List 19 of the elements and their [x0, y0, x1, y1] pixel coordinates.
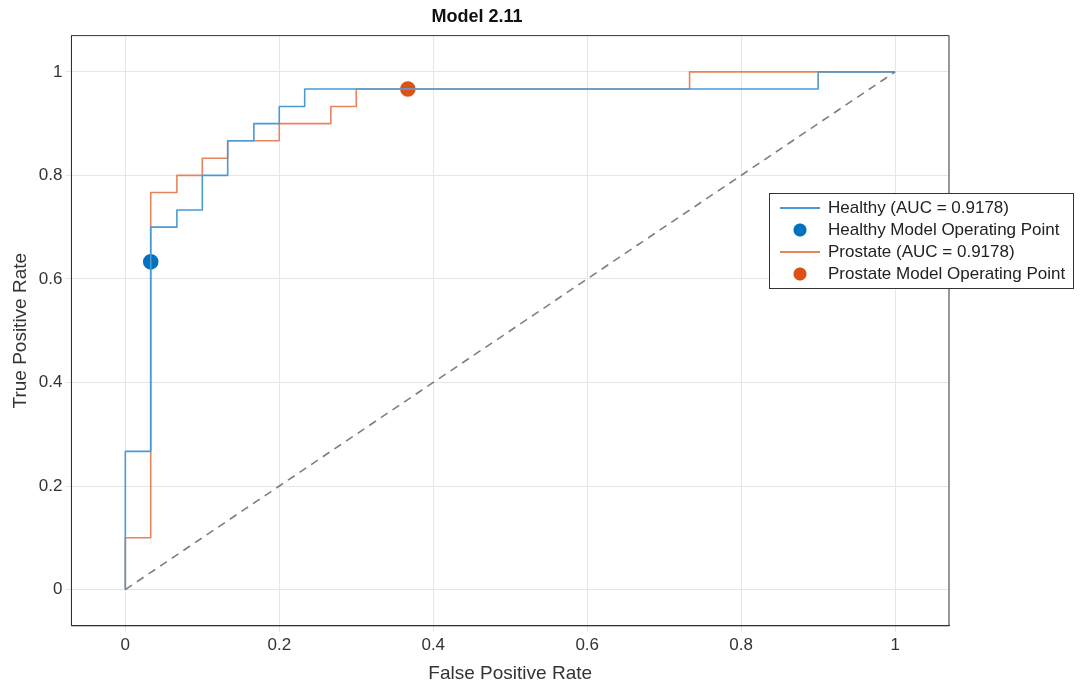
legend-label: Healthy Model Operating Point — [828, 219, 1060, 240]
y-tick-label: 0.2 — [38, 475, 63, 495]
legend-label: Prostate Model Operating Point — [828, 263, 1066, 284]
x-tick-label: 0.4 — [421, 634, 446, 654]
chart-title: Model 2.11 — [431, 5, 523, 26]
y-tick-label: 0.4 — [38, 372, 63, 392]
legend-label: Healthy (AUC = 0.9178) — [828, 197, 1009, 218]
x-tick-label: 0.8 — [729, 634, 753, 654]
y-tick-label: 0.6 — [38, 268, 63, 288]
x-axis-title: False Positive Rate — [428, 661, 593, 683]
x-tick-label: 0 — [120, 634, 131, 654]
y-axis-title: True Positive Rate — [8, 252, 30, 409]
x-tick-label: 0.2 — [267, 634, 292, 654]
y-tick-label: 0 — [52, 579, 63, 599]
x-tick-label: 1 — [890, 634, 900, 654]
x-tick-label: 0.6 — [575, 634, 600, 654]
y-tick-label: 1 — [52, 61, 63, 81]
y-tick-label: 0.8 — [38, 165, 63, 185]
legend-label: Prostate (AUC = 0.9178) — [828, 241, 1015, 262]
